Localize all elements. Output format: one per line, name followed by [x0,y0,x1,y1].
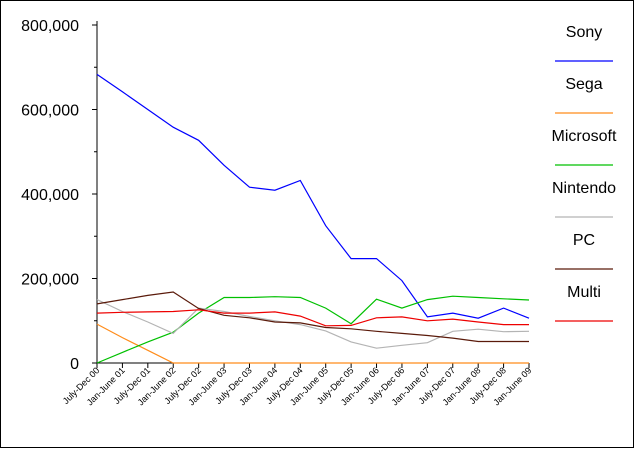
y-tick-label: 400,000 [21,187,79,204]
legend-label-pc: PC [573,232,595,249]
series-line-nintendo [96,299,530,349]
legend-label-nintendo: Nintendo [552,180,616,197]
legend-label-sega: Sega [565,76,602,93]
series-line-microsoft [96,295,530,364]
legend-label-multi: Multi [567,284,601,301]
legend-label-microsoft: Microsoft [552,128,617,145]
series-line-sony [96,73,530,319]
y-tick-label: 200,000 [21,272,79,289]
y-tick-label: 600,000 [21,103,79,120]
legend: Sony Sega Microsoft Nintendo PC Multi [552,24,617,322]
series-lines [96,73,530,364]
series-line-pc [96,291,529,343]
series-line-multi [96,309,529,327]
y-tick-label: 800,000 [21,18,79,35]
series-line-sega [96,323,529,364]
y-axis-ticks: 0 200,000 400,000 600,000 800,000 [21,18,97,373]
legend-label-sony: Sony [566,24,602,41]
y-tick-label: 0 [70,356,79,373]
